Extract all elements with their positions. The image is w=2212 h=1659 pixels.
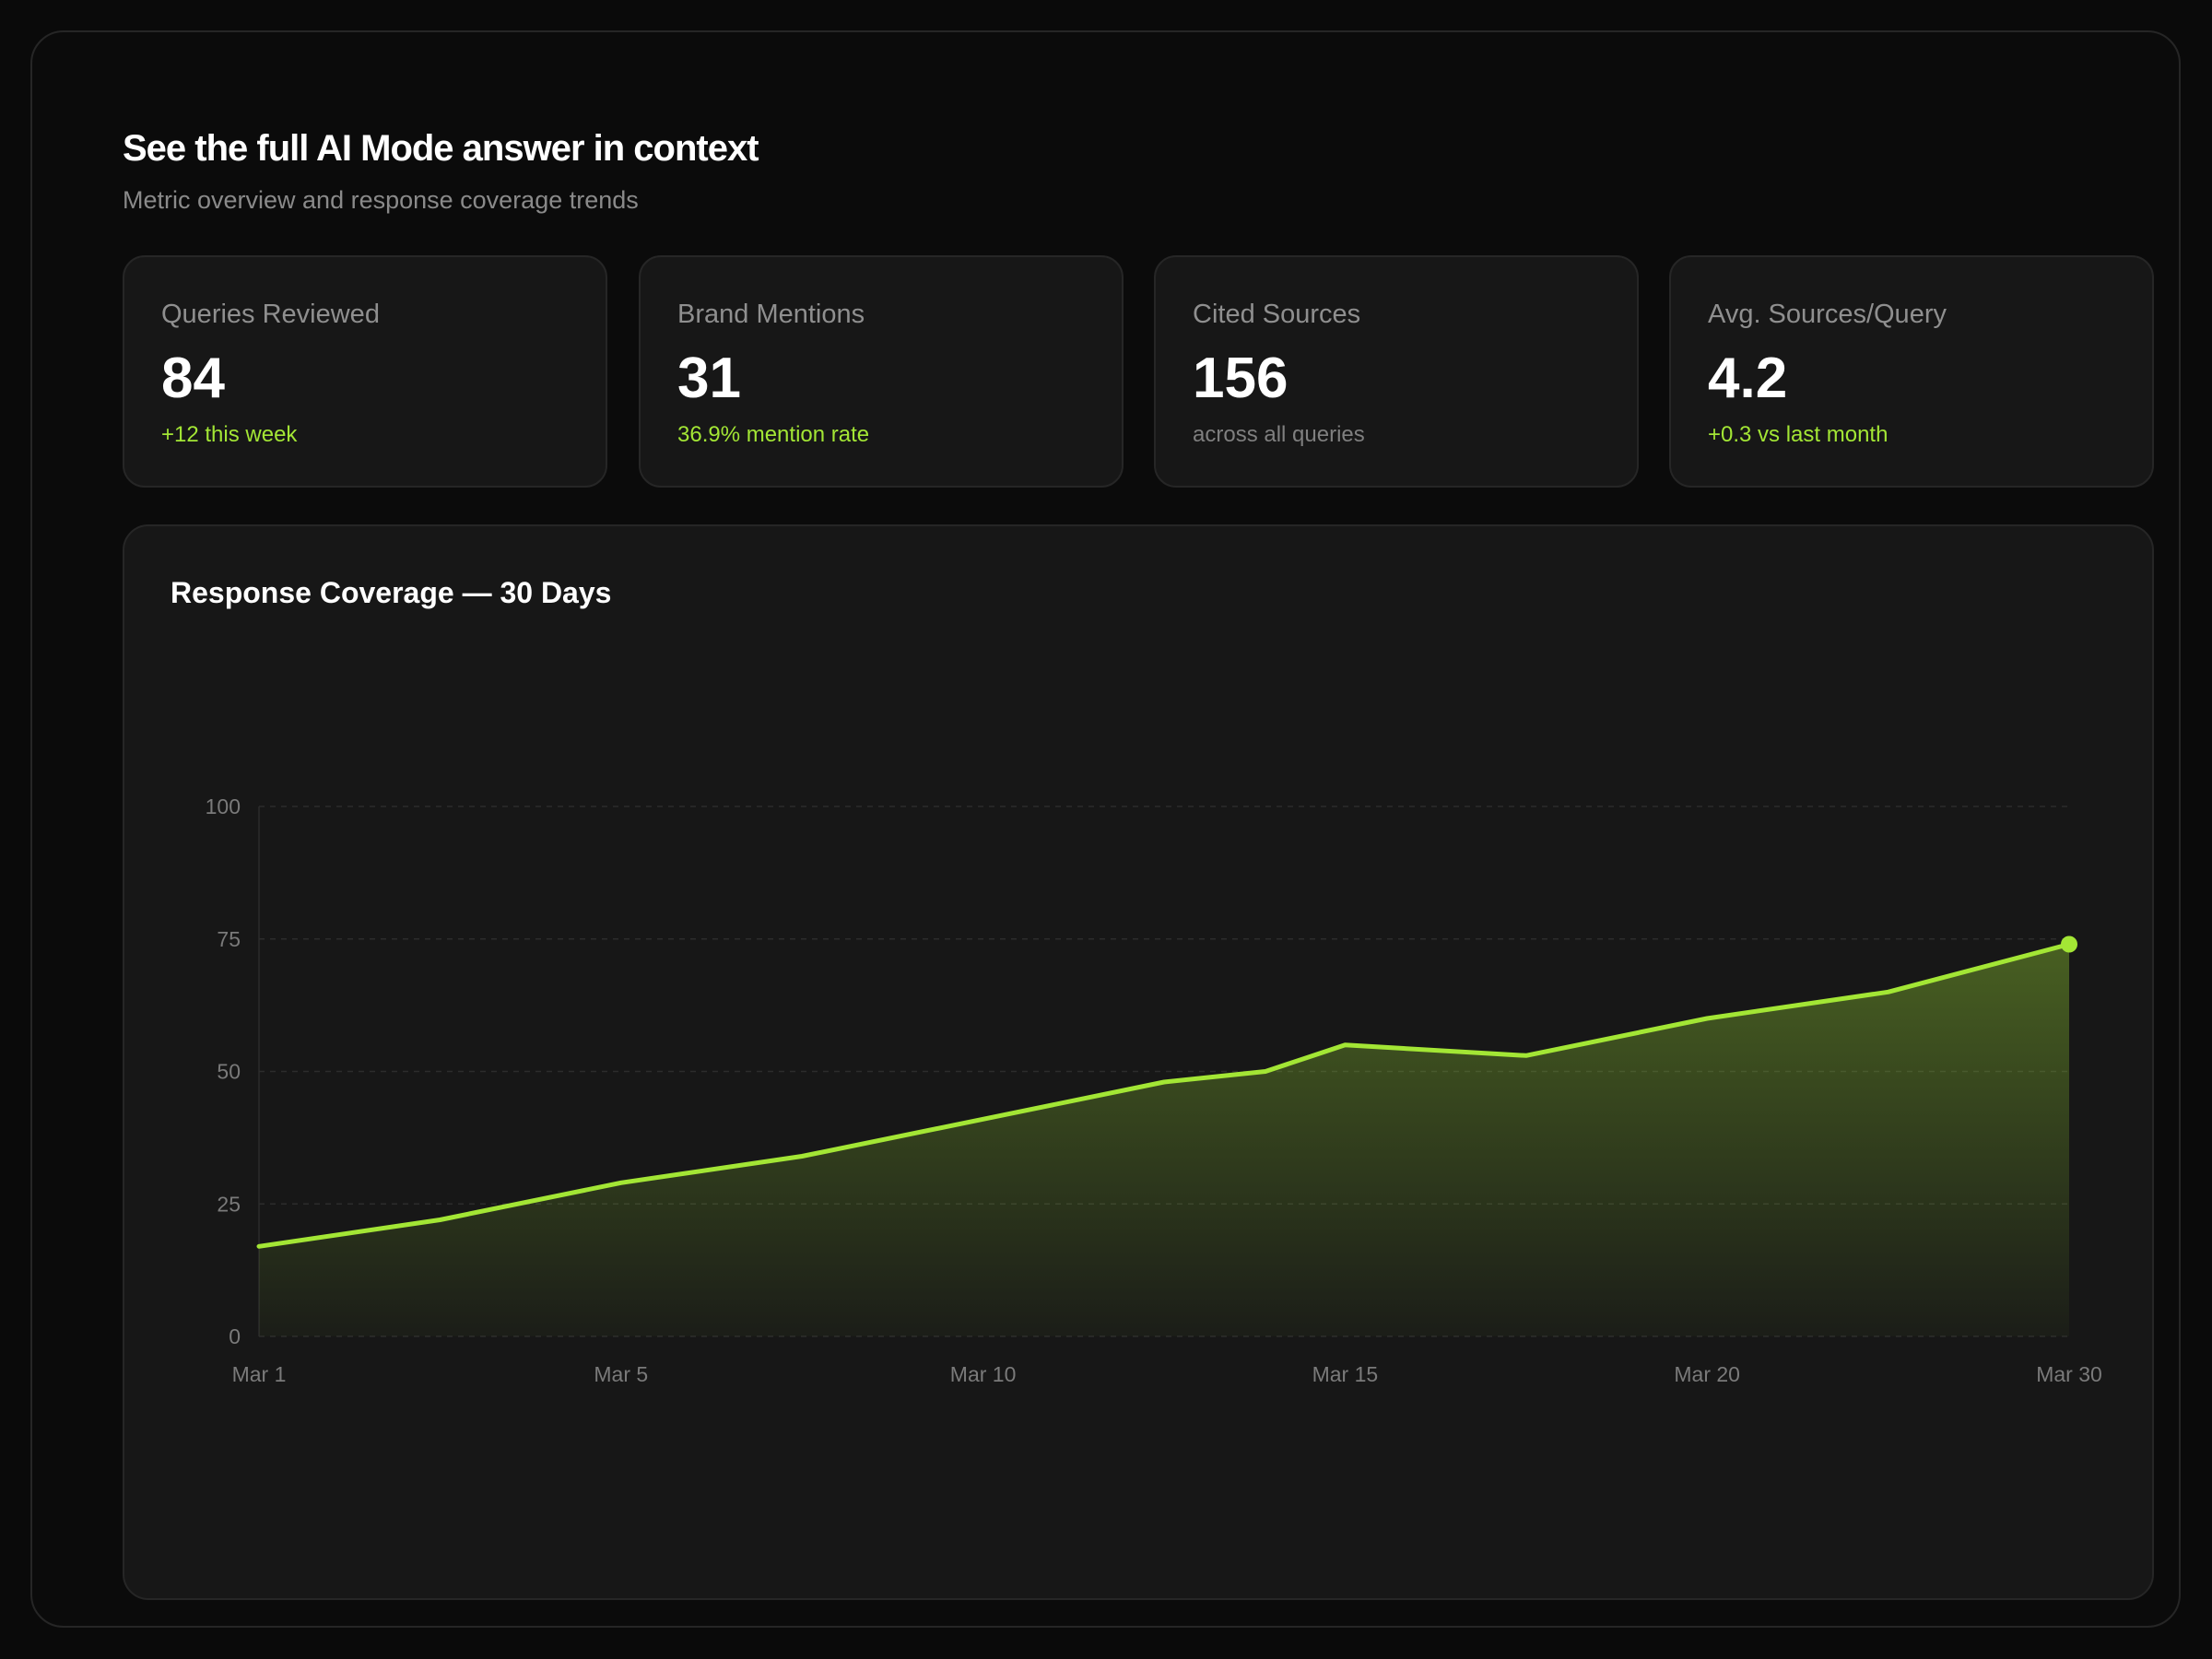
metric-value: 156 <box>1193 347 1288 410</box>
coverage-line <box>256 942 2072 1249</box>
metric-label: Cited Sources <box>1193 300 1361 329</box>
last-data-point <box>2061 935 2077 953</box>
metric-label: Brand Mentions <box>677 300 865 329</box>
metric-delta: 36.9% mention rate <box>677 422 870 447</box>
metric-delta: +12 this week <box>161 422 298 447</box>
page-title: See the full AI Mode answer in context <box>123 128 759 169</box>
y-tick-label: 100 <box>206 794 241 818</box>
response-coverage-chart-panel: Response Coverage — 30 Days 0 25 50 75 100 Ma… <box>123 524 2154 1600</box>
metric-label: Avg. Sources/Query <box>1708 300 1947 329</box>
x-tick-label: Mar 30 <box>2036 1362 2102 1386</box>
metric-value: 4.2 <box>1708 347 1788 410</box>
y-tick-label: 25 <box>217 1192 241 1216</box>
y-tick-label: 75 <box>217 927 241 951</box>
metric-label: Queries Reviewed <box>161 300 380 329</box>
x-tick-label: Mar 15 <box>1312 1362 1379 1386</box>
metric-delta: across all queries <box>1193 422 1365 447</box>
metric-card-avg-sources-per-query: Avg. Sources/Query 4.2 +0.3 vs last mont… <box>1669 255 2154 488</box>
y-tick-label: 0 <box>229 1324 241 1348</box>
coverage-area <box>259 944 2069 1336</box>
x-tick-label: Mar 5 <box>594 1362 648 1386</box>
chart-title: Response Coverage — 30 Days <box>171 576 612 609</box>
metric-card-brand-mentions: Brand Mentions 31 36.9% mention rate <box>639 255 1124 488</box>
metric-card-cited-sources: Cited Sources 156 across all queries <box>1154 255 1639 488</box>
dashboard-frame: See the full AI Mode answer in context M… <box>30 30 2181 1628</box>
x-tick-label: Mar 10 <box>950 1362 1017 1386</box>
response-coverage-chart: 0 25 50 75 100 Mar 1 Mar 5 Mar 10 Mar 15 Mar 20 Ma… <box>206 794 2102 1386</box>
metric-value: 84 <box>161 347 225 410</box>
y-tick-label: 50 <box>217 1060 241 1084</box>
x-tick-label: Mar 1 <box>232 1362 287 1386</box>
metric-card-queries-reviewed: Queries Reviewed 84 +12 this week <box>123 255 607 488</box>
metric-delta: +0.3 vs last month <box>1708 422 1888 447</box>
x-tick-label: Mar 20 <box>1674 1362 1740 1386</box>
page-subtitle: Metric overview and response coverage tr… <box>123 186 639 214</box>
metric-value: 31 <box>677 347 741 410</box>
